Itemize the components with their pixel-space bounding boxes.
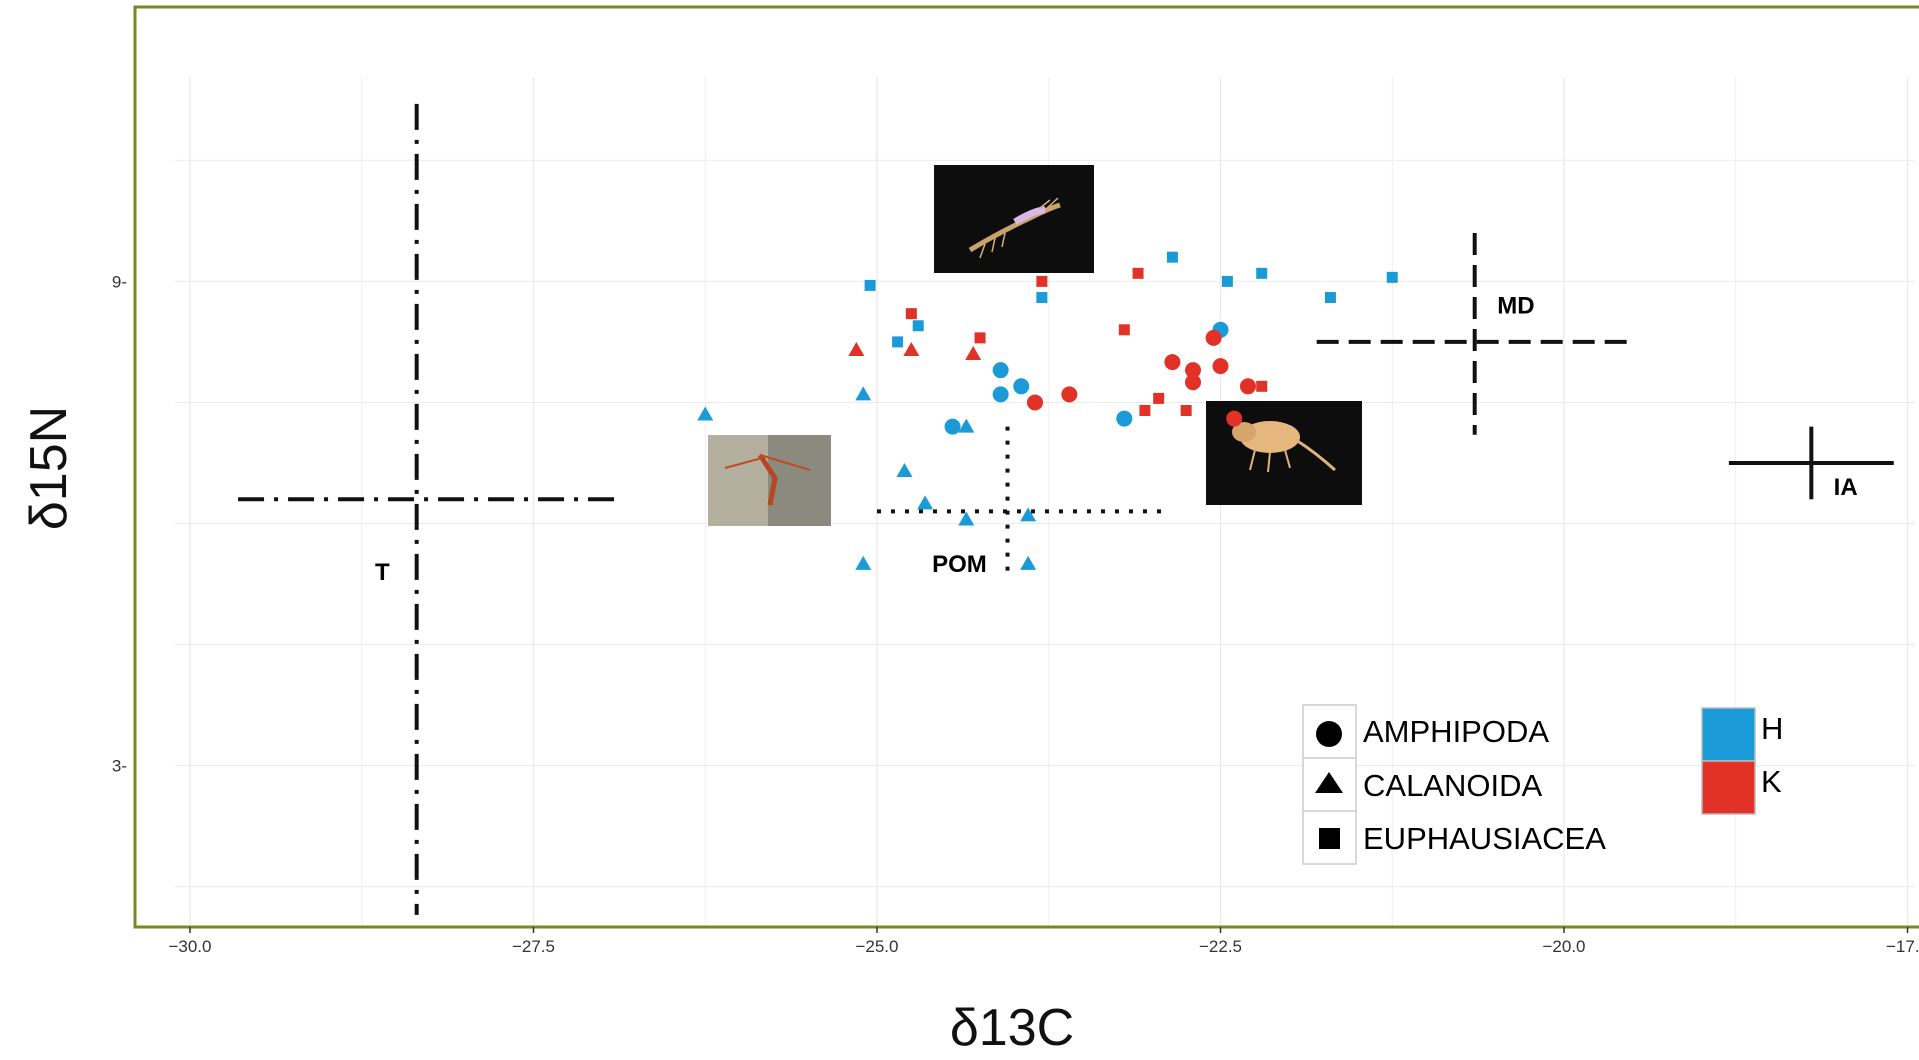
source-marker-pom: POM (876, 426, 1166, 578)
point-amphipoda-k (1061, 386, 1078, 403)
point-euphausiacea-k (1256, 380, 1268, 392)
legend-swatch-k (1701, 760, 1756, 815)
point-euphausiacea-h (1166, 251, 1178, 263)
x-axis-title: δ13C (950, 999, 1074, 1055)
y-axis-title: δ15N (20, 406, 78, 530)
legend-triangle-icon (1315, 772, 1343, 793)
point-calanoida-h (917, 495, 934, 510)
legend-label-k: K (1761, 764, 1782, 799)
point-amphipoda-h (944, 418, 961, 435)
point-calanoida-h (855, 386, 872, 401)
point-euphausiacea-k (905, 308, 917, 320)
point-calanoida-k (848, 341, 865, 356)
calanoida-photo (708, 435, 831, 526)
point-amphipoda-k (1205, 329, 1222, 346)
x-tick-label: −22.5 (1199, 937, 1242, 956)
legend: AMPHIPODA CALANOIDA EUPHAUSIACEA H K (1302, 704, 1783, 865)
point-euphausiacea-h (912, 320, 924, 332)
point-euphausiacea-k (1153, 392, 1165, 404)
y-tick-label: 3- (112, 757, 127, 776)
source-label-md: MD (1497, 293, 1534, 320)
point-euphausiacea-k (1180, 405, 1192, 417)
legend-shape-keys (1302, 704, 1357, 865)
source-marker-ia: IA (1728, 426, 1894, 501)
point-calanoida-k (965, 346, 982, 361)
point-calanoida-h (1020, 507, 1037, 522)
point-euphausiacea-h (1036, 292, 1048, 304)
point-calanoida-h (1020, 555, 1037, 570)
axis-ticks-layer: −30.0 −27.5 −25.0 −22.5 −20.0 −17.5 9- 3- (112, 272, 1919, 956)
x-tick-label: −25.0 (855, 937, 898, 956)
point-calanoida-h (855, 555, 872, 570)
point-amphipoda-k (1185, 362, 1202, 379)
data-points-layer (697, 251, 1398, 570)
point-euphausiacea-h (864, 279, 876, 291)
point-amphipoda-k (1027, 394, 1043, 411)
point-euphausiacea-k (974, 332, 986, 344)
legend-label-euphausiacea: EUPHAUSIACEA (1363, 821, 1606, 856)
legend-label-h: H (1761, 711, 1783, 746)
legend-label-amphipoda: AMPHIPODA (1363, 714, 1549, 749)
point-euphausiacea-k (1036, 275, 1048, 287)
source-markers-layer: T POM MD IA (238, 103, 1894, 915)
point-amphipoda-k (1164, 354, 1181, 371)
x-tick-label: −17.5 (1886, 937, 1919, 956)
point-amphipoda-k (1239, 378, 1256, 395)
legend-square-icon (1319, 828, 1340, 849)
point-euphausiacea-h (1324, 292, 1336, 304)
point-amphipoda-k (1185, 374, 1202, 391)
point-calanoida-k (903, 341, 920, 356)
x-tick-label: −30.0 (168, 937, 211, 956)
legend-label-calanoida: CALANOIDA (1363, 768, 1542, 803)
point-amphipoda-h (1013, 378, 1030, 395)
point-amphipoda-h (1116, 410, 1133, 427)
point-calanoida-h (958, 511, 975, 526)
point-euphausiacea-k (1118, 324, 1130, 336)
point-calanoida-h (697, 406, 714, 421)
source-marker-t: T (238, 103, 616, 915)
x-tick-label: −27.5 (512, 937, 555, 956)
point-amphipoda-h (992, 362, 1009, 379)
source-label-t: T (375, 559, 390, 586)
point-amphipoda-k (1212, 358, 1229, 375)
point-euphausiacea-h (1386, 271, 1398, 283)
y-tick-label: 9- (112, 272, 127, 291)
point-calanoida-h (896, 463, 913, 478)
plot-panel-frame (133, 5, 1919, 929)
point-euphausiacea-k (1139, 405, 1151, 417)
euphausiacea-photo (934, 165, 1094, 273)
legend-circle-icon (1316, 721, 1342, 747)
point-amphipoda-h (992, 386, 1009, 403)
point-euphausiacea-h (1221, 275, 1233, 287)
source-label-ia: IA (1834, 474, 1858, 501)
point-euphausiacea-h (1256, 267, 1268, 279)
source-label-pom: POM (932, 551, 987, 578)
x-tick-label: −20.0 (1542, 937, 1585, 956)
legend-swatch-h (1701, 707, 1756, 762)
point-euphausiacea-h (892, 336, 904, 348)
source-marker-md: MD (1316, 232, 1633, 435)
point-calanoida-h (958, 418, 975, 433)
point-euphausiacea-k (1132, 267, 1144, 279)
point-amphipoda-k (1226, 410, 1243, 427)
